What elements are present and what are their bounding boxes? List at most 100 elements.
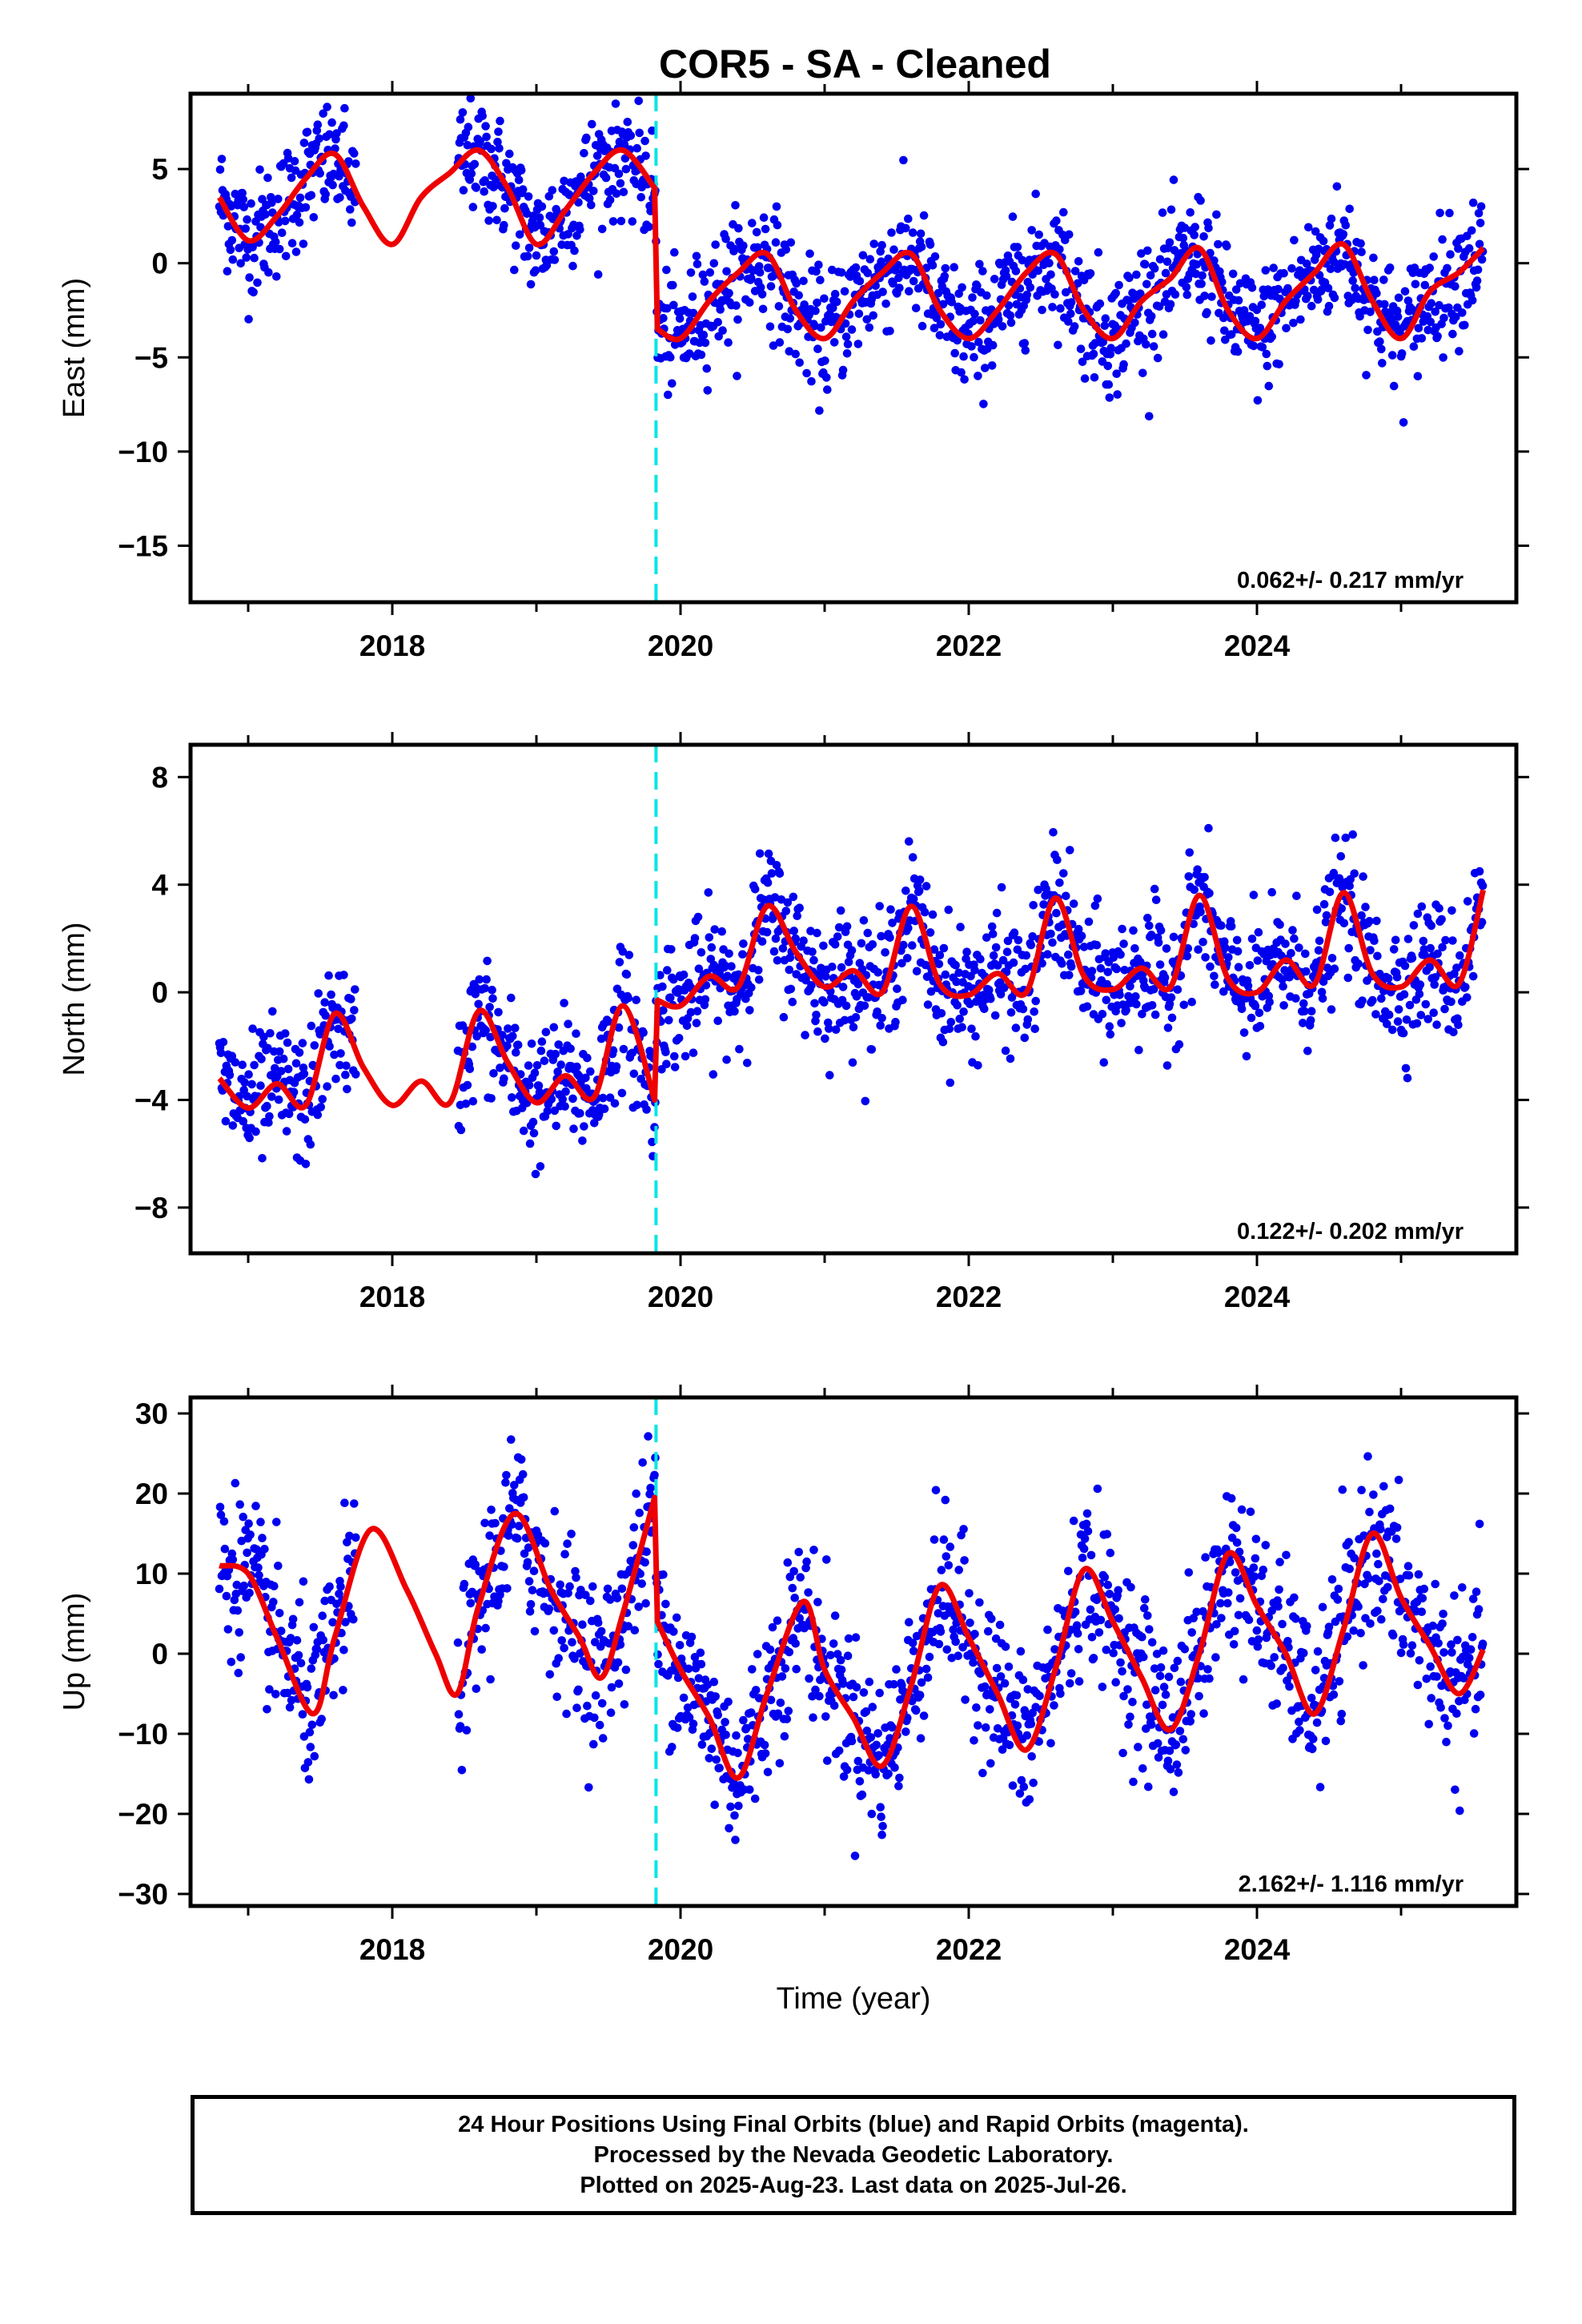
up-point (721, 1718, 729, 1727)
up-point (1023, 1685, 1033, 1694)
north-point (769, 947, 779, 956)
east-point (693, 259, 702, 269)
up-point (640, 1558, 649, 1567)
north-point (1255, 1008, 1264, 1018)
up-point (1469, 1729, 1479, 1738)
east-point (1212, 210, 1221, 219)
up-point (908, 1638, 917, 1647)
east-x-tick-label: 2022 (936, 629, 1002, 662)
up-point (598, 1734, 608, 1743)
east-point (686, 268, 696, 277)
east-point (1458, 308, 1467, 317)
up-point (612, 1594, 622, 1602)
up-point (630, 1626, 640, 1634)
up-point (563, 1539, 572, 1548)
east-point (1345, 204, 1354, 214)
east-point (1475, 239, 1484, 249)
east-point (632, 143, 641, 153)
north-point (1339, 919, 1349, 928)
north-point (974, 1061, 982, 1070)
east-point (731, 200, 740, 210)
up-point (987, 1614, 996, 1623)
north-point (877, 931, 885, 941)
north-x-tick-label: 2020 (648, 1281, 713, 1313)
north-point (779, 1012, 789, 1022)
east-point (863, 268, 873, 278)
north-point (1267, 887, 1276, 897)
up-point (721, 1731, 730, 1739)
north-point (639, 1028, 648, 1037)
east-point (1330, 293, 1339, 303)
up-point (1170, 1663, 1179, 1673)
east-point (315, 134, 324, 143)
up-point (472, 1684, 481, 1693)
north-point (541, 1027, 551, 1037)
north-point (1427, 921, 1435, 931)
east-point (1104, 380, 1114, 389)
east-point (227, 235, 237, 245)
up-point (993, 1724, 1002, 1733)
east-point (488, 202, 497, 211)
north-point (1287, 949, 1295, 958)
east-point (1031, 189, 1040, 199)
up-point (1094, 1628, 1104, 1637)
up-point (1336, 1716, 1346, 1726)
east-point (792, 279, 801, 288)
east-point (536, 220, 545, 230)
north-point (343, 1084, 351, 1094)
up-point (1187, 1628, 1196, 1637)
east-point (1021, 346, 1030, 355)
east-point (1423, 325, 1432, 335)
up-point (567, 1530, 576, 1538)
east-point (481, 122, 490, 131)
north-point (1327, 954, 1337, 963)
up-point (1110, 1605, 1119, 1614)
up-point (939, 1535, 949, 1544)
east-point (1013, 243, 1022, 251)
east-points (215, 94, 1488, 427)
north-point (1022, 951, 1031, 960)
north-point (1435, 904, 1443, 913)
north-point (1043, 950, 1052, 959)
up-point (1139, 1652, 1148, 1662)
east-point (493, 138, 502, 147)
east-point (1141, 259, 1150, 269)
north-point (1109, 953, 1118, 962)
up-point (270, 1582, 279, 1590)
east-point (968, 293, 977, 302)
up-point (1142, 1700, 1151, 1709)
up-point (1074, 1645, 1083, 1654)
up-point (1375, 1577, 1383, 1586)
north-point (763, 878, 773, 887)
east-y-tick-label: −15 (118, 529, 168, 562)
north-point (767, 869, 777, 878)
north-point (909, 895, 918, 903)
up-point (1004, 1663, 1014, 1671)
up-point (872, 1740, 881, 1750)
east-point (855, 276, 865, 286)
up-point (519, 1493, 528, 1502)
north-point (888, 919, 897, 927)
up-point (1114, 1614, 1123, 1623)
up-point (861, 1707, 871, 1716)
east-point (1267, 332, 1276, 341)
east-point (1429, 252, 1438, 261)
north-point (1069, 899, 1078, 908)
up-point (307, 1720, 317, 1730)
up-point (1267, 1606, 1276, 1615)
north-point (482, 975, 491, 984)
east-point (1448, 329, 1457, 339)
north-point (1242, 1051, 1251, 1061)
up-point (1089, 1654, 1098, 1663)
north-point (692, 1019, 701, 1027)
east-point (775, 338, 785, 347)
north-point (1343, 973, 1353, 983)
up-point (986, 1759, 995, 1768)
north-point (868, 940, 877, 949)
up-point (1379, 1482, 1388, 1491)
up-point (1369, 1490, 1378, 1499)
up-point (339, 1686, 347, 1695)
east-point (537, 202, 547, 211)
up-point (258, 1534, 267, 1542)
